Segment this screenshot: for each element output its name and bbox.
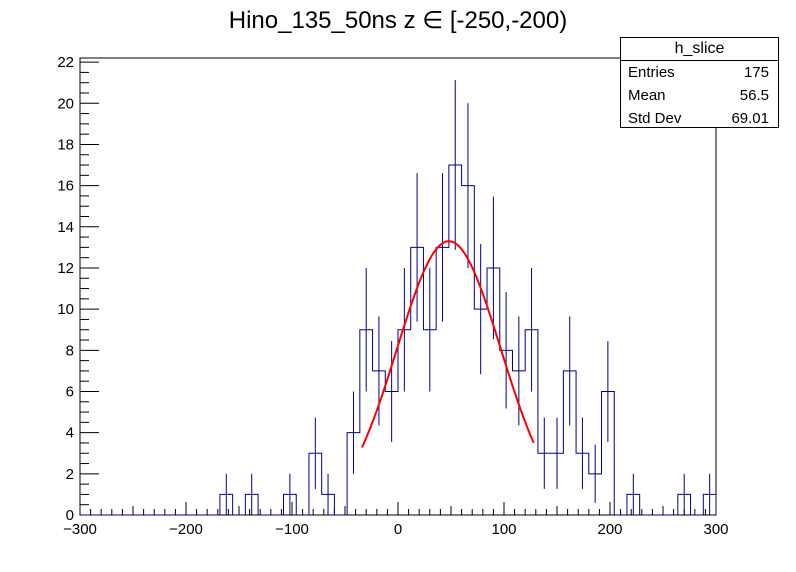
x-tick-label: −100 bbox=[275, 521, 309, 538]
chart-title: Hino_135_50ns z ∈ [-250,-200) bbox=[228, 7, 568, 34]
y-tick-label: 2 bbox=[66, 466, 74, 483]
y-tick-label: 0 bbox=[66, 507, 74, 524]
histogram-bins bbox=[80, 80, 717, 516]
x-tick-label: 300 bbox=[703, 521, 728, 538]
stats-box: h_slice Entries 175 Mean 56.5 Std Dev 69… bbox=[620, 37, 779, 128]
y-tick-label: 4 bbox=[66, 425, 74, 442]
y-tick-label: 16 bbox=[57, 178, 74, 195]
stats-row-stddev: Std Dev 69.01 bbox=[621, 107, 778, 130]
x-tick-label: −300 bbox=[63, 521, 97, 538]
stats-key: Std Dev bbox=[628, 110, 682, 127]
x-tick-label: 100 bbox=[491, 521, 516, 538]
fit-curve bbox=[361, 240, 535, 448]
gauss-fit bbox=[361, 240, 535, 448]
stats-value: 56.5 bbox=[739, 87, 769, 104]
x-tick-label: 0 bbox=[394, 521, 402, 538]
y-tick-label: 18 bbox=[57, 136, 74, 153]
y-tick-label: 10 bbox=[57, 301, 74, 318]
y-tick-label: 20 bbox=[57, 95, 74, 112]
y-tick-label: 12 bbox=[57, 260, 74, 277]
stats-key: Entries bbox=[628, 64, 675, 81]
stats-row-mean: Mean 56.5 bbox=[621, 84, 778, 107]
y-tick-label: 8 bbox=[66, 342, 74, 359]
histogram-outline bbox=[80, 164, 717, 516]
stats-row-entries: Entries 175 bbox=[621, 61, 778, 84]
stats-value: 69.01 bbox=[731, 110, 769, 127]
x-tick-label: −200 bbox=[169, 521, 203, 538]
y-tick-label: 14 bbox=[57, 219, 74, 236]
x-tick-label: 200 bbox=[597, 521, 622, 538]
y-tick-label: 22 bbox=[57, 54, 74, 71]
axes: −300 −200 −100 0 100 200 300 0 2 4 6 8 10 12 14 16 18 20 2… bbox=[57, 54, 728, 538]
stats-key: Mean bbox=[628, 87, 666, 104]
stats-value: 175 bbox=[743, 64, 769, 81]
y-tick-label: 6 bbox=[66, 383, 74, 400]
stats-name: h_slice bbox=[621, 38, 778, 61]
